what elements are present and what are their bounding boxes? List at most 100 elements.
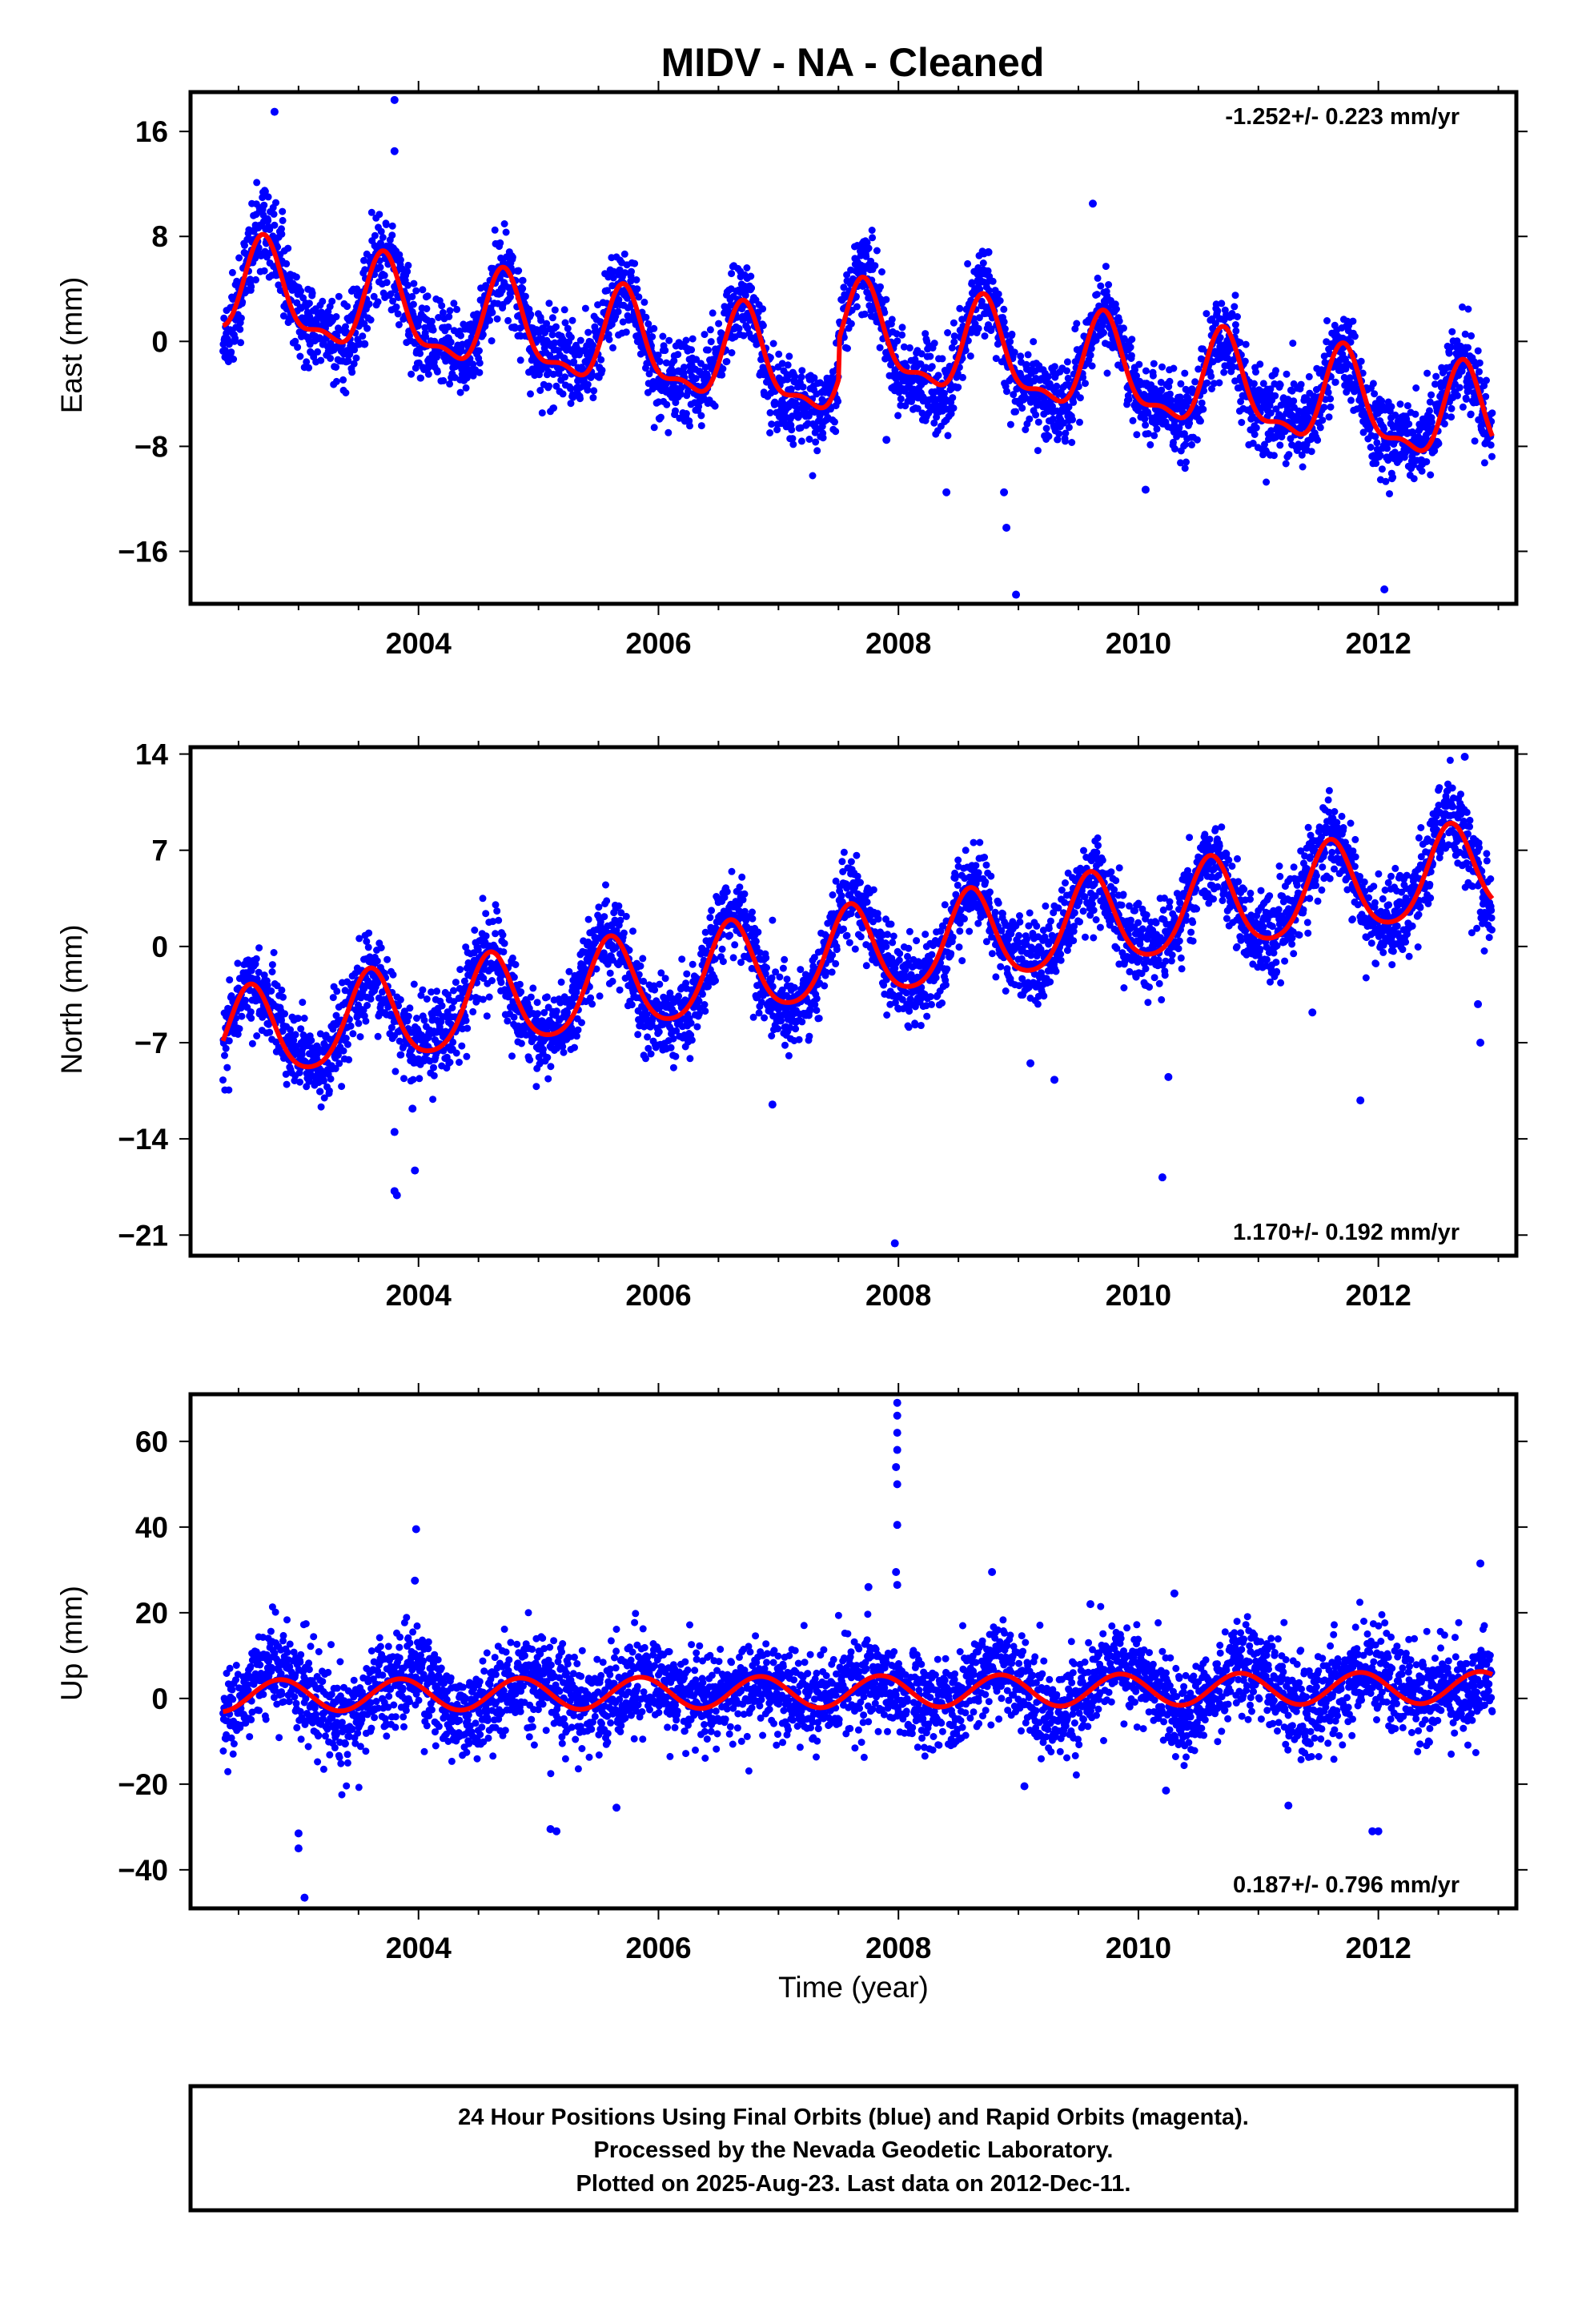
- up-plot-frame: [188, 1392, 1519, 1911]
- east-axis-label: East (mm): [55, 277, 88, 414]
- north-panel: 2004 2006 2008 2010 2012 14 7 0 −7 −14 −21 North (…: [55, 736, 1528, 1312]
- up-model-curve: [222, 1669, 1494, 1715]
- east-outlier-point: [1141, 485, 1150, 494]
- east-model-curve: [222, 231, 1495, 453]
- y-tick-label: 40: [135, 1511, 168, 1544]
- x-tick-label: 2008: [865, 1932, 931, 1964]
- x-tick-label: 2012: [1345, 1932, 1411, 1964]
- time-axis-label: Time (year): [778, 1971, 929, 2004]
- east-outlier-point: [1012, 590, 1021, 599]
- up-outlier-point: [411, 1576, 420, 1585]
- up-outlier-point: [1086, 1600, 1094, 1609]
- north-model-curve: [220, 820, 1495, 1070]
- north-rate-label: 1.170+/- 0.192 mm/yr: [1233, 1220, 1460, 1245]
- y-tick-label: 16: [135, 115, 168, 148]
- caption-line-2: Processed by the Nevada Geodetic Laborat…: [594, 2137, 1114, 2163]
- up-outlier-point: [1284, 1801, 1293, 1810]
- up-outlier-point: [893, 1445, 901, 1454]
- chart-title: MIDV - NA - Cleaned: [661, 40, 1045, 85]
- north-outlier-point: [1050, 1076, 1059, 1084]
- north-outlier-point: [1474, 999, 1483, 1008]
- north-outlier-point: [1164, 1072, 1173, 1081]
- up-outlier-point: [892, 1462, 901, 1471]
- east-plot-frame: [188, 90, 1519, 606]
- up-outlier-point: [1476, 1559, 1485, 1568]
- east-panel-ticks: 2004 2006 2008 2010 2012 16 8 0 −8 −16: [118, 81, 1528, 660]
- y-tick-label: 8: [151, 220, 168, 253]
- up-outlier-point: [1020, 1782, 1029, 1791]
- y-tick-label: 0: [151, 931, 168, 963]
- east-outlier-point: [1088, 199, 1097, 208]
- north-outlier-point: [408, 1104, 417, 1113]
- y-tick-label: −16: [118, 535, 168, 568]
- east-outlier-point: [942, 488, 951, 497]
- x-tick-label: 2006: [625, 627, 691, 660]
- up-daily-points: [219, 1598, 1496, 1799]
- up-rate-label: 0.187+/- 0.796 mm/yr: [1233, 1872, 1460, 1898]
- up-outlier-point: [893, 1581, 901, 1590]
- y-tick-label: 14: [135, 738, 169, 771]
- up-outlier-point: [1368, 1827, 1377, 1835]
- up-outlier-point: [412, 1525, 420, 1534]
- y-tick-label: 0: [151, 325, 168, 358]
- caption-line-3: Plotted on 2025-Aug-23. Last data on 201…: [576, 2171, 1131, 2197]
- north-outlier-point: [768, 1100, 777, 1109]
- x-tick-label: 2012: [1345, 627, 1411, 660]
- north-outlier-point: [1356, 1096, 1365, 1105]
- east-panel-data: [219, 95, 1496, 599]
- up-outlier-point: [864, 1582, 873, 1591]
- x-tick-label: 2010: [1106, 1279, 1171, 1312]
- north-outlier-point: [1308, 1008, 1317, 1017]
- east-daily-points: [219, 179, 1496, 498]
- caption-line-1: 24 Hour Positions Using Final Orbits (bl…: [458, 2105, 1249, 2130]
- up-outlier-point: [892, 1568, 901, 1577]
- north-outlier-point: [1026, 1059, 1035, 1068]
- y-tick-label: 60: [135, 1425, 168, 1458]
- y-tick-label: −8: [135, 430, 168, 463]
- up-outlier-point: [893, 1521, 901, 1530]
- east-outlier-point: [882, 436, 891, 444]
- east-outlier-point: [270, 107, 279, 116]
- east-outlier-point: [1000, 488, 1009, 497]
- up-outlier-point: [893, 1429, 901, 1437]
- north-outlier-point: [890, 1239, 899, 1248]
- up-outlier-point: [300, 1893, 309, 1902]
- east-outlier-point: [390, 95, 399, 104]
- up-outlier-point: [893, 1480, 901, 1489]
- caption-box: 24 Hour Positions Using Final Orbits (bl…: [188, 2084, 1519, 2213]
- x-tick-label: 2004: [386, 1932, 452, 1964]
- north-outlier-point: [1476, 1038, 1485, 1047]
- east-rate-label: -1.252+/- 0.223 mm/yr: [1225, 104, 1460, 130]
- x-tick-label: 2006: [625, 1279, 691, 1312]
- x-tick-label: 2004: [386, 627, 452, 660]
- y-tick-label: 0: [151, 1683, 168, 1715]
- y-tick-label: −7: [135, 1027, 168, 1059]
- north-outlier-point: [390, 1128, 399, 1136]
- up-outlier-point: [1170, 1589, 1178, 1598]
- x-tick-label: 2008: [865, 627, 931, 660]
- x-tick-label: 2010: [1106, 1932, 1171, 1964]
- x-tick-label: 2012: [1345, 1279, 1411, 1312]
- north-outlier-point: [1158, 1173, 1166, 1182]
- caption-frame: [188, 2084, 1519, 2213]
- up-axis-label: Up (mm): [55, 1586, 88, 1701]
- east-outlier-point: [360, 340, 369, 348]
- up-outlier-point: [1374, 1827, 1383, 1835]
- east-outlier-point: [984, 247, 993, 256]
- y-tick-label: −21: [118, 1219, 168, 1252]
- up-outlier-point: [294, 1844, 303, 1853]
- north-outlier-point: [392, 1191, 401, 1200]
- north-outlier-point: [411, 1166, 420, 1175]
- north-panel-data: [219, 753, 1496, 1248]
- north-outlier-point: [1460, 753, 1469, 762]
- up-panel-data: [219, 1398, 1496, 1902]
- y-tick-label: 20: [135, 1597, 168, 1630]
- x-tick-label: 2004: [386, 1279, 452, 1312]
- up-outlier-point: [893, 1411, 901, 1420]
- up-panel: 2004 2006 2008 2010 2012 60 40 20 0 −20 −40 Up (mm…: [55, 1383, 1528, 2004]
- y-tick-label: 7: [151, 834, 168, 867]
- up-outlier-point: [893, 1398, 901, 1407]
- north-daily-points: [219, 756, 1496, 1111]
